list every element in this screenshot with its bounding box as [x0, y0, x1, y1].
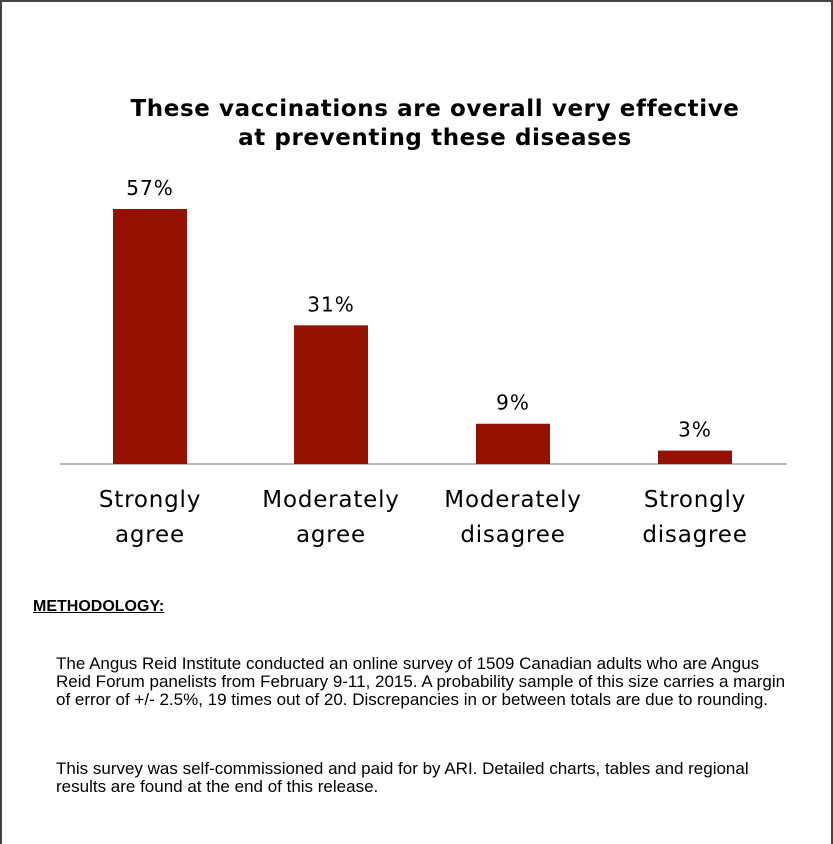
chart-title-line-1: These vaccinations are overall very effe… [130, 96, 740, 122]
data-label-2: 31% [307, 292, 354, 316]
bar-2 [294, 325, 368, 464]
category-label-4-line-2: disagree [642, 522, 747, 548]
category-label-2-line-2: agree [296, 522, 366, 548]
data-label-3: 9% [496, 391, 530, 415]
category-label-3-line-2: disagree [460, 522, 565, 548]
methodology-paragraph-1: The Angus Reid Institute conducted an on… [56, 654, 786, 709]
bar-3 [476, 423, 550, 464]
chart-title-line-2: at preventing these diseases [238, 125, 632, 151]
data-label-4: 3% [678, 418, 712, 442]
category-label-1-line-2: agree [115, 522, 185, 548]
methodology-heading: METHODOLOGY: [33, 598, 165, 615]
category-label-3-line-1: Moderately [444, 487, 581, 513]
category-label-2-line-1: Moderately [262, 487, 399, 513]
bar-1 [113, 209, 187, 464]
bar-4 [658, 450, 732, 464]
category-label-4-line-1: Strongly [644, 487, 746, 513]
bar-chart: 57% Strongly agree 31% Moderately agree 9% Mode… [60, 176, 787, 548]
methodology-paragraph-2: This survey was self-commissioned and pa… [56, 759, 749, 796]
data-label-1: 57% [126, 176, 173, 200]
category-label-1-line-1: Strongly [99, 487, 201, 513]
chart-title: These vaccinations are overall very effe… [80, 95, 790, 153]
